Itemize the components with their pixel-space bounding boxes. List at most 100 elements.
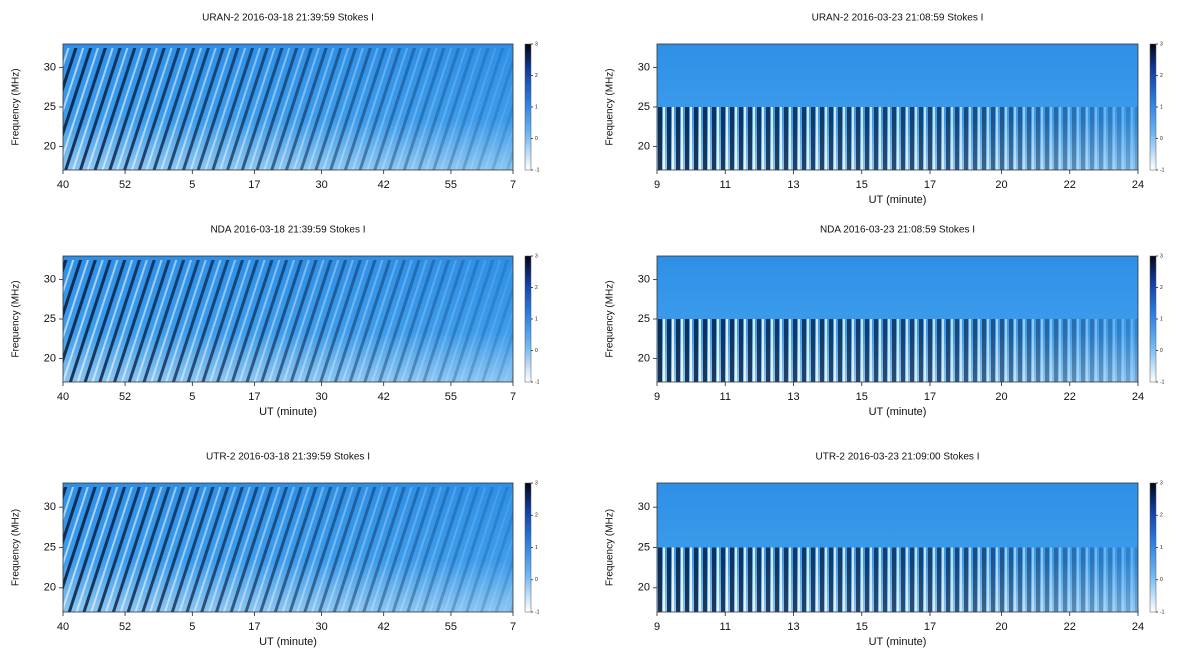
y-tick-label: 25 (638, 313, 650, 325)
x-tick-label: 11 (720, 391, 731, 403)
x-tick-label: 9 (654, 179, 660, 191)
y-tick-label: 25 (638, 541, 650, 553)
colorbar-tick-label: -1 (1160, 609, 1165, 615)
x-tick-label: 13 (787, 621, 799, 633)
y-tick-label: 25 (44, 101, 56, 113)
x-tick-label: 15 (856, 391, 868, 403)
y-tick-label: 25 (638, 101, 650, 113)
x-tick-label: 40 (57, 179, 69, 191)
x-tick-label: 15 (856, 621, 868, 633)
panel-title: NDA 2016-03-23 21:08:59 Stokes I (820, 225, 975, 236)
colorbar-tick-label: 1 (1160, 104, 1163, 110)
colorbar (524, 482, 532, 613)
x-tick-label: 42 (378, 391, 390, 403)
colorbar-tick-label: -1 (1160, 379, 1165, 385)
x-tick-label: 42 (378, 179, 390, 191)
colorbar-tick-label: 1 (535, 104, 538, 110)
x-tick-label: 20 (995, 391, 1007, 403)
x-tick-label: 15 (856, 179, 868, 191)
x-tick-label: 52 (119, 179, 131, 191)
x-axis-label: UT (minute) (869, 406, 927, 418)
colorbar-tick-label: 1 (535, 316, 538, 322)
x-tick-label: 17 (248, 621, 260, 633)
spectrum-texture (657, 547, 1138, 612)
colorbar (524, 43, 532, 171)
colorbar-tick-label: 0 (535, 348, 538, 354)
colorbar-tick-label: 1 (1160, 316, 1163, 322)
colorbar-tick-label: -1 (535, 609, 540, 615)
x-axis-label: UT (minute) (259, 406, 317, 418)
x-tick-label: 5 (189, 621, 195, 633)
colorbar-tick-label: -1 (535, 167, 540, 173)
colorbar-tick-label: 0 (535, 577, 538, 583)
x-tick-label: 17 (924, 621, 936, 633)
x-tick-label: 13 (787, 179, 799, 191)
x-tick-label: 17 (924, 391, 936, 403)
colorbar-tick-label: 3 (1160, 253, 1163, 259)
x-tick-label: 42 (378, 621, 390, 633)
x-tick-label: 52 (119, 621, 131, 633)
x-tick-label: 9 (654, 621, 660, 633)
x-tick-label: 30 (315, 621, 327, 633)
y-axis-label: Frequency (MHz) (11, 509, 22, 586)
y-tick-label: 25 (44, 313, 56, 325)
x-tick-label: 11 (720, 179, 731, 191)
y-tick-label: 20 (44, 582, 56, 594)
x-tick-label: 7 (510, 391, 516, 403)
x-tick-label: 24 (1132, 179, 1144, 191)
spectrum-texture (657, 319, 1138, 382)
colorbar-tick-label: 3 (535, 41, 538, 47)
y-axis-label: Frequency (MHz) (605, 509, 616, 586)
x-tick-label: 22 (1064, 621, 1076, 633)
colorbar-tick-label: 2 (535, 73, 538, 79)
panel-title: UTR-2 2016-03-23 21:09:00 Stokes I (816, 452, 980, 463)
spectrum-texture (63, 48, 513, 170)
spectrum-texture (63, 487, 513, 612)
x-axis-label: UT (minute) (869, 636, 927, 648)
x-tick-label: 11 (720, 621, 731, 633)
colorbar-tick-label: 0 (1160, 136, 1163, 142)
x-tick-label: 9 (654, 391, 660, 403)
y-axis-label: Frequency (MHz) (11, 280, 22, 357)
x-tick-label: 17 (248, 391, 260, 403)
y-axis-label: Frequency (MHz) (605, 280, 616, 357)
colorbar-tick-label: 2 (1160, 285, 1163, 291)
colorbar-tick-label: 3 (1160, 480, 1163, 486)
y-tick-label: 30 (44, 274, 56, 286)
x-tick-label: 7 (510, 179, 516, 191)
x-tick-label: 52 (119, 391, 131, 403)
panel-title: URAN-2 2016-03-18 21:39:59 Stokes I (202, 13, 374, 24)
x-tick-label: 5 (189, 391, 195, 403)
colorbar (1149, 482, 1157, 613)
y-tick-label: 30 (638, 62, 650, 74)
spectrum-texture (657, 107, 1138, 170)
y-tick-label: 20 (44, 140, 56, 152)
x-tick-label: 22 (1064, 391, 1076, 403)
x-tick-label: 7 (510, 621, 516, 633)
y-tick-label: 20 (638, 582, 650, 594)
x-tick-label: 5 (189, 179, 195, 191)
y-tick-label: 30 (638, 274, 650, 286)
x-tick-label: 40 (57, 621, 69, 633)
y-tick-label: 30 (638, 501, 650, 513)
panel-title: NDA 2016-03-18 21:39:59 Stokes I (210, 225, 365, 236)
colorbar-tick-label: 3 (535, 253, 538, 259)
panel-title: UTR-2 2016-03-18 21:39:59 Stokes I (206, 452, 370, 463)
x-tick-label: 30 (315, 179, 327, 191)
colorbar-tick-label: 2 (535, 513, 538, 519)
colorbar-tick-label: 0 (535, 136, 538, 142)
y-tick-label: 20 (44, 352, 56, 364)
x-tick-label: 17 (248, 179, 260, 191)
colorbar-tick-label: 2 (1160, 513, 1163, 519)
colorbar-tick-label: 0 (1160, 577, 1163, 583)
colorbar-tick-label: 3 (1160, 41, 1163, 47)
colorbar (1149, 255, 1157, 383)
x-tick-label: 13 (787, 391, 799, 403)
x-axis-label: UT (minute) (869, 194, 927, 206)
x-tick-label: 40 (57, 391, 69, 403)
x-tick-label: 20 (995, 179, 1007, 191)
colorbar (1149, 43, 1157, 171)
x-tick-label: 24 (1132, 621, 1144, 633)
y-tick-label: 20 (638, 140, 650, 152)
